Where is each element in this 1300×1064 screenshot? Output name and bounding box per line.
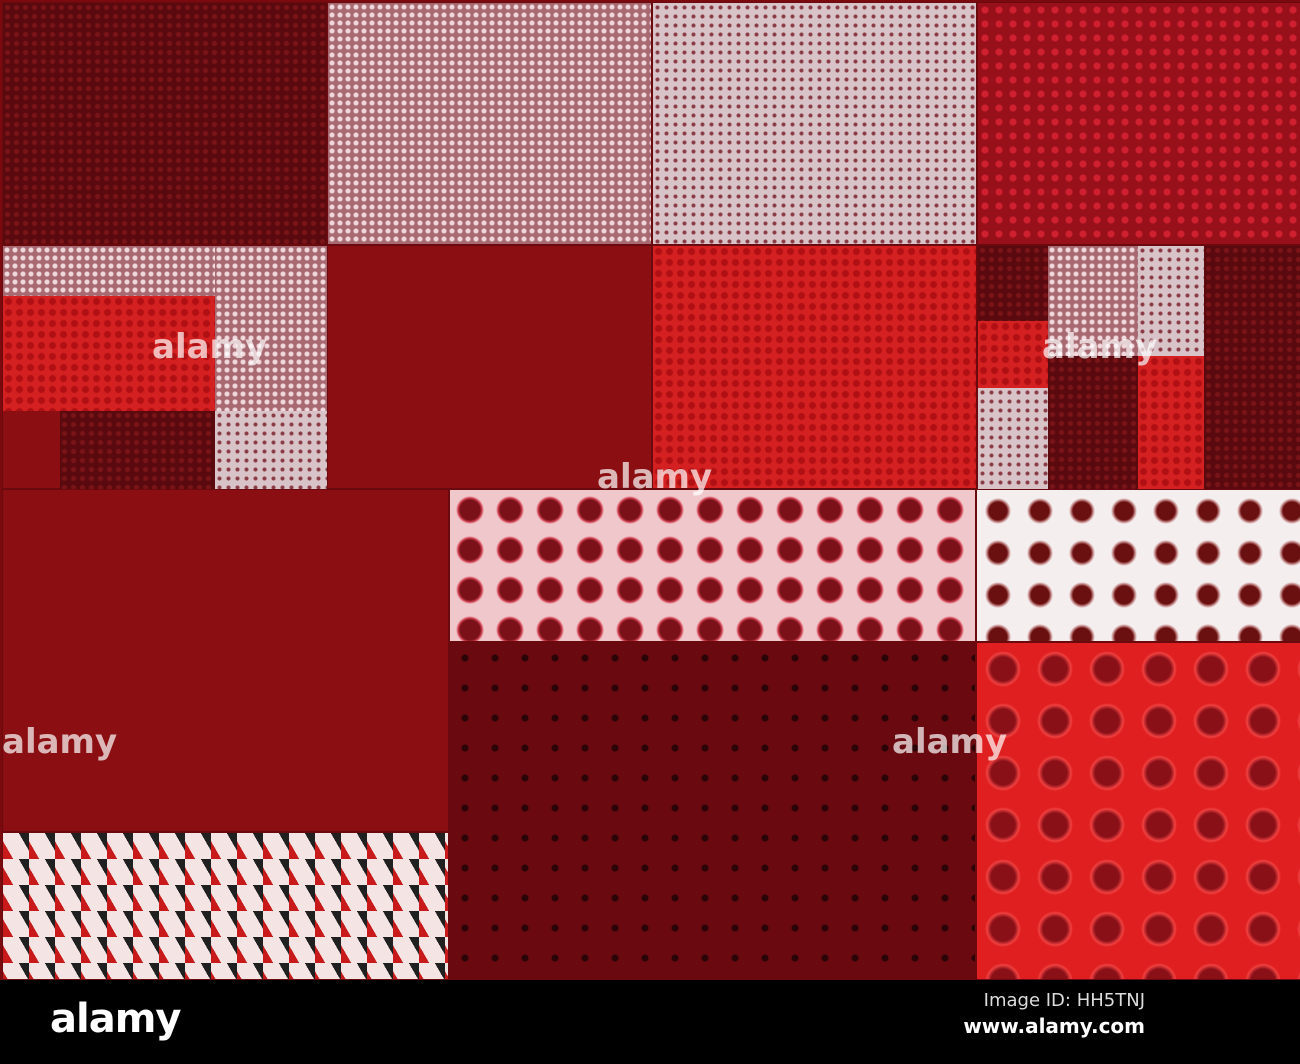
site-url: www.alamy.com <box>963 1014 1145 1038</box>
pattern-mosaic: alamy alamy alamy alamy alamy <box>0 0 1300 980</box>
watermark: alamy <box>597 457 713 497</box>
tile-red-black-white <box>2 489 449 832</box>
watermark: alamy <box>892 722 1008 762</box>
footer-bar: alamy Image ID: HH5TNJ www.alamy.com <box>0 980 1300 1064</box>
tile-dark-red <box>2 2 327 245</box>
tile-red-black-dots <box>327 245 652 489</box>
watermark: alamy <box>152 327 268 367</box>
image-id: Image ID: HH5TNJ <box>983 990 1145 1011</box>
tile-light-lace <box>652 2 977 245</box>
tile-collage-left <box>2 245 327 489</box>
tile-white-maroon <box>976 489 1300 642</box>
tile-red-dots <box>977 2 1300 245</box>
tile-maroon <box>449 642 976 980</box>
tile-bright-red-medallion <box>976 642 1300 980</box>
watermark: alamy <box>1042 327 1158 367</box>
watermark: alamy <box>2 722 118 762</box>
alamy-logo: alamy <box>50 996 181 1042</box>
tile-triangles <box>2 832 449 980</box>
tile-star-pattern <box>449 489 976 642</box>
tile-red <box>652 245 977 489</box>
tile-collage-right <box>977 245 1300 489</box>
tile-pink-lace <box>327 2 652 245</box>
